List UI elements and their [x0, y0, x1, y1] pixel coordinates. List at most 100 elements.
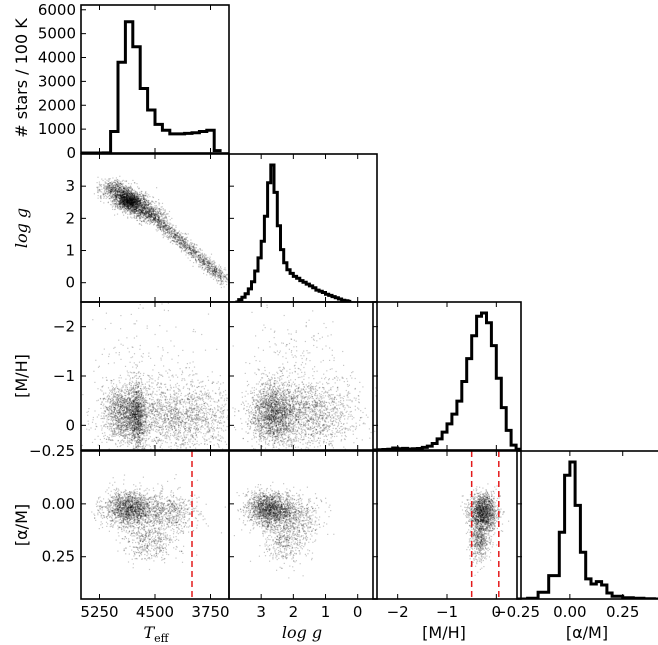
scatter-point: [216, 268, 218, 270]
scatter-point: [129, 201, 131, 203]
scatter-point: [145, 407, 147, 409]
scatter-point: [163, 212, 165, 214]
scatter-point: [120, 193, 122, 195]
scatter-point: [123, 187, 125, 189]
scatter-point: [128, 192, 130, 194]
scatter-point: [139, 215, 142, 217]
scatter-point: [192, 256, 194, 258]
scatter-point: [133, 205, 135, 207]
scatter-point: [127, 197, 129, 199]
scatter-point: [163, 225, 165, 227]
scatter-point: [128, 201, 130, 203]
scatter-point: [122, 201, 124, 203]
scatter-point: [133, 203, 135, 205]
scatter-point: [212, 270, 214, 272]
scatter-point: [128, 204, 130, 207]
scatter-point: [150, 208, 152, 210]
scatter-point: [127, 205, 129, 207]
scatter-point: [160, 212, 162, 214]
scatter-point: [182, 233, 184, 235]
scatter-point: [220, 266, 222, 268]
scatter-point: [198, 254, 201, 256]
scatter-point: [208, 264, 210, 267]
scatter-point: [107, 187, 109, 189]
scatter-point: [131, 201, 133, 203]
scatter-point: [116, 191, 119, 194]
scatter-point: [121, 199, 123, 201]
scatter-point: [214, 271, 216, 273]
scatter-point: [117, 194, 119, 196]
scatter-point: [173, 232, 175, 234]
scatter-point: [163, 234, 165, 236]
scatter-point: [169, 223, 171, 225]
scatter-point: [140, 200, 142, 202]
scatter-point: [178, 235, 180, 237]
scatter-point: [197, 257, 200, 259]
scatter-point: [131, 203, 134, 205]
scatter-point: [124, 180, 126, 182]
scatter-point: [127, 193, 129, 195]
scatter-point: [139, 402, 141, 404]
scatter-point: [139, 205, 141, 207]
scatter-point: [158, 219, 160, 221]
scatter-point: [156, 206, 158, 208]
scatter-point: [149, 222, 151, 224]
scatter-point: [97, 435, 99, 437]
scatter-point: [120, 199, 122, 201]
scatter-point: [108, 180, 110, 182]
scatter-point: [129, 413, 131, 415]
scatter-point: [211, 264, 213, 266]
scatter-point: [131, 205, 134, 208]
scatter-point: [135, 208, 137, 210]
scatter-point: [153, 219, 155, 221]
scatter-point: [133, 196, 135, 198]
scatter-point: [201, 266, 204, 269]
scatter-point: [111, 182, 113, 184]
scatter-point: [130, 207, 132, 209]
scatter-point: [120, 409, 122, 411]
scatter-point: [125, 194, 127, 196]
scatter-point: [126, 193, 129, 195]
scatter-point: [132, 204, 134, 206]
scatter-point: [130, 198, 132, 200]
scatter-point: [149, 214, 151, 216]
scatter-point: [136, 199, 138, 201]
scatter-point: [133, 199, 135, 201]
scatter-point: [193, 252, 195, 254]
scatter-point: [133, 199, 135, 201]
scatter-point: [195, 250, 197, 252]
scatter-point: [114, 206, 116, 208]
scatter-point: [119, 187, 121, 189]
scatter-point: [142, 207, 144, 209]
scatter-point: [116, 194, 119, 196]
scatter-point: [120, 197, 122, 199]
scatter-point: [203, 260, 205, 262]
scatter-point: [158, 225, 160, 227]
scatter-point: [192, 255, 194, 257]
scatter-point: [182, 241, 184, 243]
scatter-point: [166, 213, 168, 215]
scatter-point: [110, 191, 112, 193]
scatter-point: [130, 203, 132, 205]
scatter-point: [212, 271, 214, 273]
scatter-point: [129, 208, 131, 210]
scatter-point: [135, 195, 137, 197]
scatter-point: [131, 204, 133, 206]
scatter-point: [133, 203, 135, 205]
scatter-point: [127, 201, 130, 203]
scatter-point: [148, 208, 150, 210]
scatter-point: [142, 206, 145, 208]
scatter-point: [207, 267, 209, 269]
scatter-point: [134, 382, 136, 384]
scatter-point: [130, 201, 132, 203]
scatter-point: [181, 248, 183, 250]
scatter-point: [119, 419, 121, 421]
scatter-point: [135, 200, 138, 202]
scatter-point: [142, 194, 144, 196]
scatter-point: [155, 208, 157, 210]
scatter-point: [216, 271, 218, 273]
scatter-point: [139, 193, 141, 195]
scatter-point: [135, 217, 138, 219]
scatter-point: [131, 427, 133, 429]
scatter-point: [139, 217, 141, 219]
